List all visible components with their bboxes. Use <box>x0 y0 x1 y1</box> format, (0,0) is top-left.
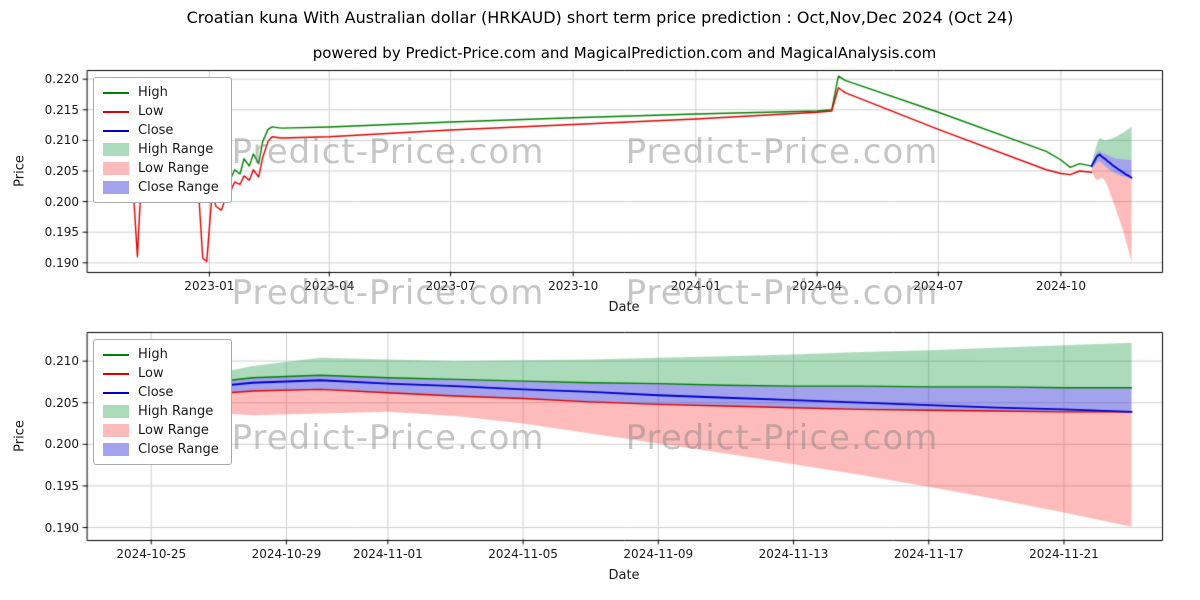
legend-item-high: High <box>103 347 219 362</box>
legend-item-high-range: High Range <box>103 142 219 157</box>
watermark-text: Predict-Price.com <box>231 273 545 313</box>
legend-item-close-range: Close Range <box>103 180 219 195</box>
legend-label: High Range <box>138 142 214 157</box>
top-chart-xlabel: Date <box>608 300 640 315</box>
legend-label: High <box>138 347 168 362</box>
bottom-chart-xlabel: Date <box>608 568 640 583</box>
legend-swatch-patch <box>103 143 129 156</box>
legend-item-close-range: Close Range <box>103 442 219 457</box>
legend-label: Low <box>138 104 164 119</box>
legend-label: Close Range <box>138 180 219 195</box>
legend-label: High Range <box>138 404 214 419</box>
legend-swatch-line <box>103 110 129 113</box>
legend-swatch-line <box>103 353 129 356</box>
legend-swatch-patch <box>103 443 129 456</box>
legend-item-low-range: Low Range <box>103 161 219 176</box>
legend-swatch-line <box>103 372 129 375</box>
legend-swatch-line <box>103 391 129 394</box>
legend-swatch-patch <box>103 162 129 175</box>
legend-label: Low Range <box>138 161 209 176</box>
legend-item-high-range: High Range <box>103 404 219 419</box>
legend-swatch-line <box>103 91 129 94</box>
watermark-text: Predict-Price.com <box>231 132 545 172</box>
top-chart-legend: High Low Close High Range Low Range Close Ran… <box>93 77 232 203</box>
watermark-text: Predict-Price.com <box>625 418 939 458</box>
legend-label: Close <box>138 123 174 138</box>
legend-item-high: High <box>103 85 219 100</box>
legend-swatch-patch <box>103 424 129 437</box>
legend-label: Low Range <box>138 423 209 438</box>
legend-swatch-patch <box>103 181 129 194</box>
figure-subtitle: powered by Predict-Price.com and Magical… <box>312 44 937 62</box>
legend-label: High <box>138 85 168 100</box>
bottom-chart-legend: High Low Close High Range Low Range Close Ran… <box>93 339 232 465</box>
bottom-chart-ylabel: Price <box>12 420 28 452</box>
top-chart-ylabel: Price <box>12 155 28 187</box>
legend-label: Low <box>138 366 164 381</box>
figure-title: Croatian kuna With Australian dollar (HR… <box>186 8 1014 27</box>
legend-swatch-line <box>103 129 129 132</box>
legend-label: Close <box>138 385 174 400</box>
legend-item-low: Low <box>103 104 219 119</box>
legend-item-close: Close <box>103 123 219 138</box>
legend-swatch-patch <box>103 405 129 418</box>
watermark-text: Predict-Price.com <box>625 273 939 313</box>
legend-label: Close Range <box>138 442 219 457</box>
legend-item-low: Low <box>103 366 219 381</box>
watermark-text: Predict-Price.com <box>231 418 545 458</box>
legend-item-low-range: Low Range <box>103 423 219 438</box>
legend-item-close: Close <box>103 385 219 400</box>
watermark-text: Predict-Price.com <box>625 132 939 172</box>
